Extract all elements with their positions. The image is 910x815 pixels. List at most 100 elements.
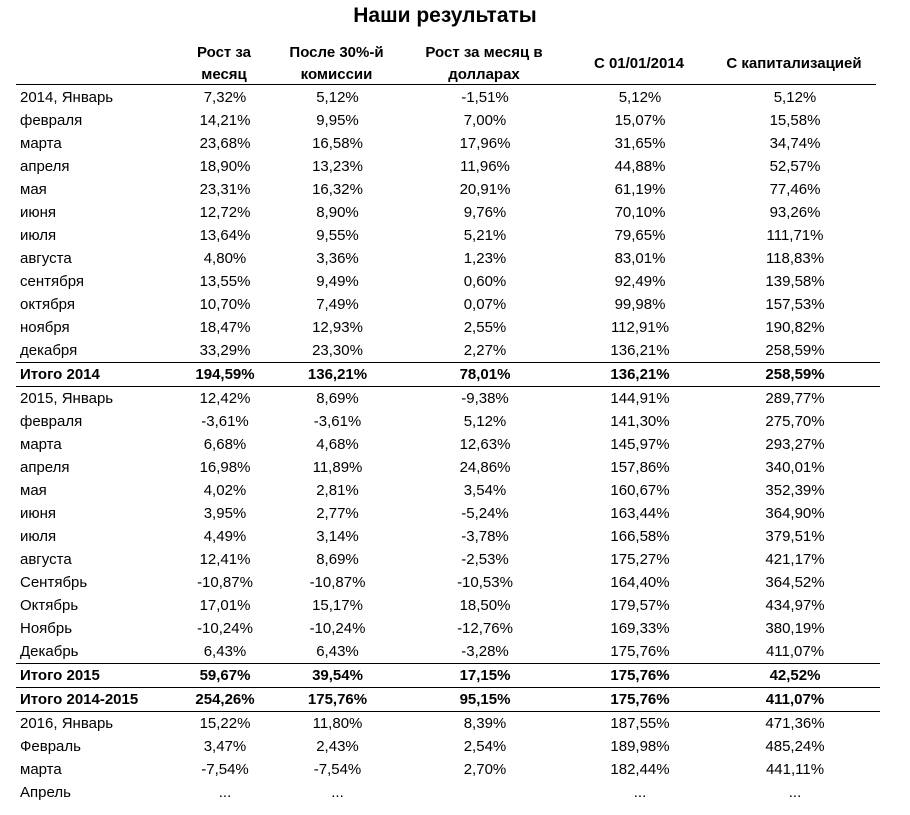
value-cell: ...	[331, 784, 344, 801]
row-label: февраля	[20, 413, 83, 430]
value-cell: 8,39%	[400, 711, 570, 735]
value-cell: 441,11%	[765, 761, 825, 778]
value-cell: 8,90%	[316, 204, 359, 221]
value-cell: 258,59%	[710, 362, 880, 387]
value-cell: 2,70%	[463, 761, 507, 778]
value-cell: 164,40%	[610, 574, 670, 591]
value-cell: 111,71%	[766, 227, 824, 244]
value-cell: 12,41%	[199, 551, 251, 568]
row-label: мая	[20, 482, 47, 499]
value-cell: -3,28%	[461, 643, 509, 660]
total-row: Итого 2014 194,59% 136,21% 78,01% 136,21% 258…	[16, 362, 880, 387]
value-cell: 83,01%	[614, 250, 666, 267]
value-cell: 3,47%	[203, 738, 247, 755]
table-row: Декабрь 6,43% 6,43% -3,28% 175,76% 411,07%	[16, 640, 880, 664]
value-cell: 78,01%	[400, 362, 570, 387]
value-cell: 289,77%	[710, 386, 880, 410]
value-cell: 15,17%	[312, 597, 363, 614]
table-row: 2014, Январь 7,32% 5,12% -1,51% 5,12% 5,12%	[16, 86, 880, 109]
value-cell: 15,22%	[175, 711, 275, 735]
value-cell: 39,54%	[275, 663, 400, 688]
value-cell: 139,58%	[765, 273, 825, 290]
table-row: марта 6,68% 4,68% 12,63% 145,97% 293,27%	[16, 433, 880, 456]
value-cell: 4,80%	[203, 250, 247, 267]
value-cell: -5,24%	[461, 505, 509, 522]
value-cell: 15,58%	[769, 112, 821, 129]
value-cell: 2,77%	[316, 505, 359, 522]
header-with-capitalization: С капитализацией	[726, 55, 862, 72]
value-cell: 275,70%	[765, 413, 825, 430]
row-label: Ноябрь	[20, 620, 73, 637]
row-label: 2015, Январь	[16, 386, 175, 410]
value-cell: 2,55%	[463, 319, 507, 336]
value-cell: 99,98%	[614, 296, 666, 313]
table-row: 2016, Январь 15,22% 11,80% 8,39% 187,55% 471,…	[16, 711, 880, 735]
value-cell: 175,76%	[275, 687, 400, 712]
value-cell: 179,57%	[610, 597, 670, 614]
value-cell: -10,24%	[197, 620, 253, 637]
value-cell: 8,69%	[275, 386, 400, 410]
value-cell: 2,27%	[463, 342, 507, 359]
value-cell: 187,55%	[570, 711, 710, 735]
value-cell: 5,12%	[773, 89, 817, 106]
value-cell: 254,26%	[175, 687, 275, 712]
value-cell: 157,53%	[765, 296, 825, 313]
value-cell: 163,44%	[610, 505, 670, 522]
value-cell: 3,95%	[203, 505, 247, 522]
value-cell: 92,49%	[614, 273, 666, 290]
value-cell: 17,15%	[400, 663, 570, 688]
value-cell: 12,93%	[312, 319, 363, 336]
value-cell: 175,76%	[570, 663, 710, 688]
value-cell: 33,29%	[199, 342, 251, 359]
value-cell: 112,91%	[610, 319, 670, 336]
value-cell: 144,91%	[570, 386, 710, 410]
value-cell: 411,07%	[765, 643, 825, 660]
value-cell: 157,86%	[610, 459, 670, 476]
value-cell: 293,27%	[765, 436, 825, 453]
value-cell: ...	[218, 784, 232, 801]
row-label: 2016, Январь	[16, 711, 175, 735]
value-cell: 11,96%	[460, 158, 510, 175]
value-cell: 6,68%	[203, 436, 247, 453]
value-cell: 34,74%	[769, 135, 821, 152]
value-cell: 4,02%	[203, 482, 247, 499]
row-label: Февраль	[20, 738, 81, 755]
value-cell: 6,43%	[316, 643, 359, 660]
table-row: февраля -3,61% -3,61% 5,12% 141,30% 275,70%	[16, 410, 880, 433]
table-row: мая 4,02% 2,81% 3,54% 160,67% 352,39%	[16, 479, 880, 502]
table-row: июня 3,95% 2,77% -5,24% 163,44% 364,90%	[16, 502, 880, 525]
table-row: июня 12,72% 8,90% 9,76% 70,10% 93,26%	[16, 201, 880, 224]
value-cell: 434,97%	[765, 597, 825, 614]
value-cell: 23,68%	[199, 135, 251, 152]
value-cell: 7,49%	[316, 296, 359, 313]
value-cell: 136,21%	[570, 362, 710, 387]
value-cell: ...	[633, 784, 647, 801]
header-monthly-growth: Рост за месяц	[196, 44, 252, 83]
value-cell: 8,69%	[316, 551, 359, 568]
value-cell: 9,49%	[316, 273, 359, 290]
value-cell: 136,21%	[610, 342, 670, 359]
value-cell: 145,97%	[610, 436, 670, 453]
value-cell: 11,80%	[275, 711, 400, 735]
value-cell: 93,26%	[769, 204, 821, 221]
row-label: августа	[20, 250, 72, 267]
table-row: августа 4,80% 3,36% 1,23% 83,01% 118,83%	[16, 247, 880, 270]
table-row: мая 23,31% 16,32% 20,91% 61,19% 77,46%	[16, 178, 880, 201]
table-row: Ноябрь -10,24% -10,24% -12,76% 169,33% 380,19…	[16, 617, 880, 640]
value-cell: -3,78%	[461, 528, 509, 545]
value-cell: 421,17%	[765, 551, 825, 568]
row-label: августа	[20, 551, 72, 568]
table-row: Февраль 3,47% 2,43% 2,54% 189,98% 485,24%	[16, 735, 880, 758]
value-cell: 9,76%	[463, 204, 507, 221]
value-cell: 12,72%	[199, 204, 251, 221]
value-cell: 3,36%	[316, 250, 359, 267]
value-cell: 3,54%	[463, 482, 507, 499]
row-label: Итого 2014-2015	[16, 687, 175, 712]
value-cell: 3,14%	[316, 528, 359, 545]
row-label: Итого 2014	[16, 362, 175, 387]
value-cell: 23,31%	[199, 181, 251, 198]
value-cell: 194,59%	[175, 362, 275, 387]
value-cell: 16,58%	[312, 135, 363, 152]
value-cell: 190,82%	[765, 319, 825, 336]
value-cell: -10,24%	[309, 620, 366, 637]
